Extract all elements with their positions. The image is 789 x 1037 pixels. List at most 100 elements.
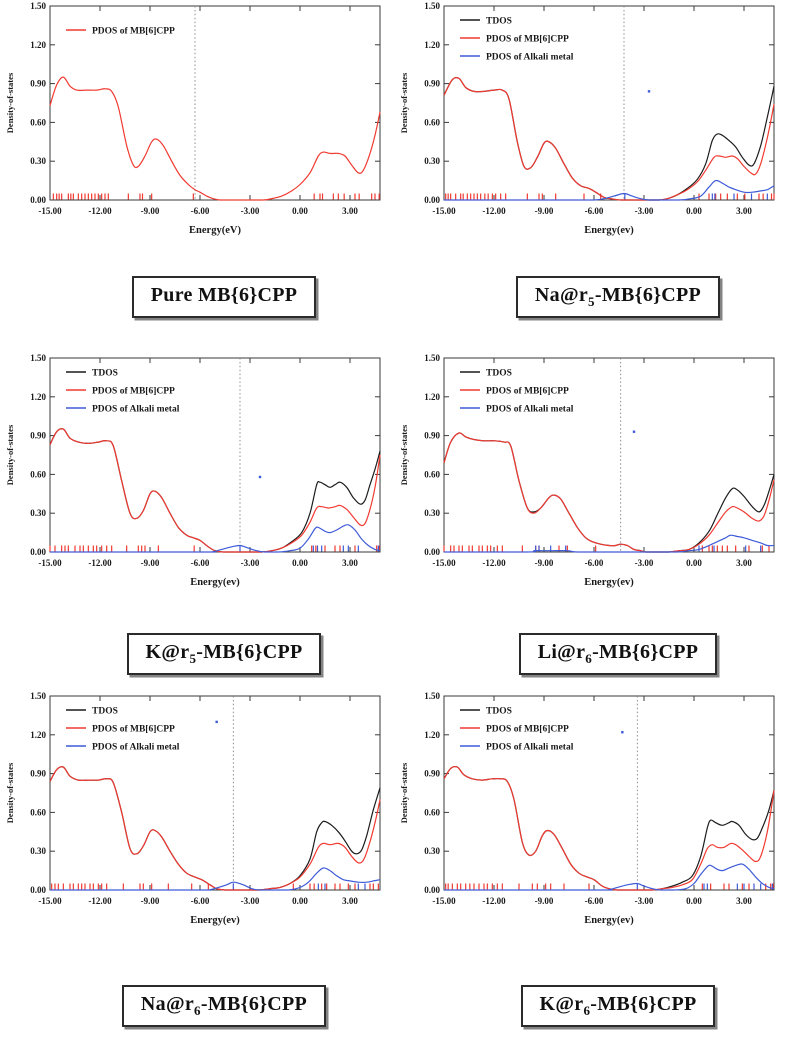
caption-suffix: -MB{6}CPP: [196, 641, 303, 663]
x-axis-tick-label: -3.00: [241, 896, 260, 906]
x-axis-tick-label: -6.00: [191, 206, 210, 216]
y-axis-tick-label: 0.90: [424, 79, 440, 89]
legend-label: PDOS of MB[6]CPP: [486, 387, 569, 397]
y-axis-tick-label: 0.30: [30, 846, 46, 856]
y-axis-title: Density-of-states: [5, 72, 15, 133]
dos-panel-k-r5: -15.00 -12.00 -9.00 -6.00 -3.00 0.00 3.00 0.00 0…: [2, 352, 394, 675]
legend-label: TDOS: [92, 369, 118, 379]
y-axis-tick-label: 1.20: [424, 40, 440, 50]
y-axis-tick-label: 0.30: [424, 156, 440, 166]
dos-chart-na-r5: -15.00 -12.00 -9.00 -6.00 -3.00 0.00 3.00 0.00 0…: [399, 1, 775, 236]
y-axis-tick-label: 0.00: [424, 547, 440, 557]
x-axis-title: Energy(eV): [189, 225, 241, 236]
x-axis-title: Energy(ev): [584, 577, 634, 588]
y-axis-tick-label: 1.50: [424, 353, 440, 363]
y-axis-tick-label: 1.20: [30, 40, 46, 50]
x-axis-tick-label: -6.00: [585, 558, 604, 568]
caption-suffix: -MB{6}CPP: [592, 641, 699, 663]
legend-label: PDOS of MB[6]CPP: [486, 725, 569, 735]
legend-label: PDOS of Alkali metal: [486, 405, 574, 415]
chart-caption-na-r6: Na@r6-MB{6}CPP: [121, 985, 327, 1027]
x-axis-tick-label: -6.00: [191, 558, 210, 568]
dos-panel-k-r6: -15.00 -12.00 -9.00 -6.00 -3.00 0.00 3.00 0.00 0…: [396, 690, 788, 1027]
y-axis-tick-label: 0.30: [30, 508, 46, 518]
x-axis-tick-label: -15.00: [432, 896, 456, 906]
pdos_mb-curve: [49, 76, 381, 201]
pdos_alkali-curve: [50, 524, 381, 553]
caption-prefix: Na@r: [140, 993, 195, 1015]
x-axis-tick-label: -12.00: [88, 206, 112, 216]
chart-caption-pure-mb6cpp: Pure MB{6}CPP: [131, 276, 317, 318]
y-axis-tick-label: 0.00: [424, 195, 440, 205]
legend-label: PDOS of Alkali metal: [92, 743, 180, 753]
caption-row: Na@r5-MB{6}CPP: [396, 276, 788, 318]
dos-panel-na-r6: -15.00 -12.00 -9.00 -6.00 -3.00 0.00 3.00 0.00 0…: [2, 690, 394, 1027]
x-axis-tick-label: -12.00: [482, 896, 506, 906]
y-axis-tick-label: 0.60: [30, 807, 46, 817]
x-axis-tick-label: 0.00: [292, 206, 308, 216]
x-axis-tick-label: -9.00: [141, 896, 160, 906]
y-axis-tick-label: 1.50: [30, 691, 46, 701]
x-axis-tick-label: 0.00: [292, 558, 308, 568]
x-axis-tick-label: -12.00: [88, 558, 112, 568]
chart-caption-na-r5: Na@r5-MB{6}CPP: [515, 276, 721, 318]
dos-chart-na-r6: -15.00 -12.00 -9.00 -6.00 -3.00 0.00 3.00 0.00 0…: [5, 691, 381, 926]
dos-chart-k-r6: -15.00 -12.00 -9.00 -6.00 -3.00 0.00 3.00 0.00 0…: [399, 691, 775, 926]
y-axis-title: Density-of-states: [5, 424, 15, 485]
y-axis-tick-label: 0.00: [30, 547, 46, 557]
y-axis-tick-label: 0.30: [424, 846, 440, 856]
x-axis-tick-label: -9.00: [535, 558, 554, 568]
x-axis-tick-label: -9.00: [141, 206, 160, 216]
x-axis-tick-label: 3.00: [342, 206, 358, 216]
caption-prefix: Pure MB{6}CPP: [150, 284, 298, 306]
x-axis-title: Energy(ev): [190, 915, 240, 926]
caption-row: Li@r6-MB{6}CPP: [396, 633, 788, 675]
y-axis-tick-label: 1.20: [30, 730, 46, 740]
x-axis-tick-label: 3.00: [736, 206, 752, 216]
x-axis-tick-label: -12.00: [88, 896, 112, 906]
pdos_mb-curve: [443, 765, 775, 891]
plot-border: [49, 695, 381, 891]
legend-label: TDOS: [486, 707, 512, 717]
y-axis-tick-label: 0.90: [424, 431, 440, 441]
y-axis-tick-label: 0.60: [30, 469, 46, 479]
legend-label: TDOS: [92, 707, 118, 717]
x-axis-tick-label: -3.00: [635, 206, 654, 216]
x-axis-tick-label: -9.00: [141, 558, 160, 568]
y-axis-tick-label: 1.20: [30, 392, 46, 402]
dos-panel-na-r5: -15.00 -12.00 -9.00 -6.00 -3.00 0.00 3.00 0.00 0…: [396, 0, 788, 318]
dos-chart-k-r5: -15.00 -12.00 -9.00 -6.00 -3.00 0.00 3.00 0.00 0…: [5, 353, 381, 588]
plot-border: [443, 5, 775, 201]
pdos_mb-curve: [443, 432, 775, 553]
y-axis-tick-label: 0.30: [424, 508, 440, 518]
y-axis-tick-label: 0.60: [424, 807, 440, 817]
y-axis-title: Density-of-states: [399, 72, 409, 133]
pdos_mb-curve: [49, 428, 381, 553]
caption-row: Na@r6-MB{6}CPP: [2, 985, 394, 1027]
dos-chart-li-r6: -15.00 -12.00 -9.00 -6.00 -3.00 0.00 3.00 0.00 0…: [399, 353, 775, 588]
x-axis-title: Energy(ev): [584, 225, 634, 236]
x-axis-tick-label: 0.00: [686, 558, 702, 568]
caption-prefix: K@r: [145, 641, 190, 663]
x-axis-tick-label: 3.00: [342, 896, 358, 906]
y-axis-title: Density-of-states: [399, 762, 409, 823]
caption-suffix: -MB{6}CPP: [594, 284, 702, 306]
y-axis-tick-label: 1.50: [30, 1, 46, 11]
artifact-dot: [258, 475, 262, 479]
pdos_mb-curve: [49, 766, 381, 891]
artifact-dot: [647, 90, 651, 93]
x-axis-tick-label: -3.00: [241, 206, 260, 216]
caption-prefix: Li@r: [537, 641, 586, 663]
caption-subscript: 5: [189, 651, 197, 666]
caption-suffix: -MB{6}CPP: [200, 993, 308, 1015]
y-axis-tick-label: 0.90: [30, 769, 46, 779]
x-axis-tick-label: 3.00: [736, 896, 752, 906]
pdos_mb-curve: [443, 76, 775, 201]
x-axis-tick-label: 0.00: [686, 206, 702, 216]
x-axis-tick-label: 0.00: [292, 896, 308, 906]
legend-label: TDOS: [486, 369, 512, 379]
x-axis-tick-label: -6.00: [585, 206, 604, 216]
caption-subscript: 6: [583, 1003, 591, 1018]
y-axis-tick-label: 0.30: [30, 156, 46, 166]
